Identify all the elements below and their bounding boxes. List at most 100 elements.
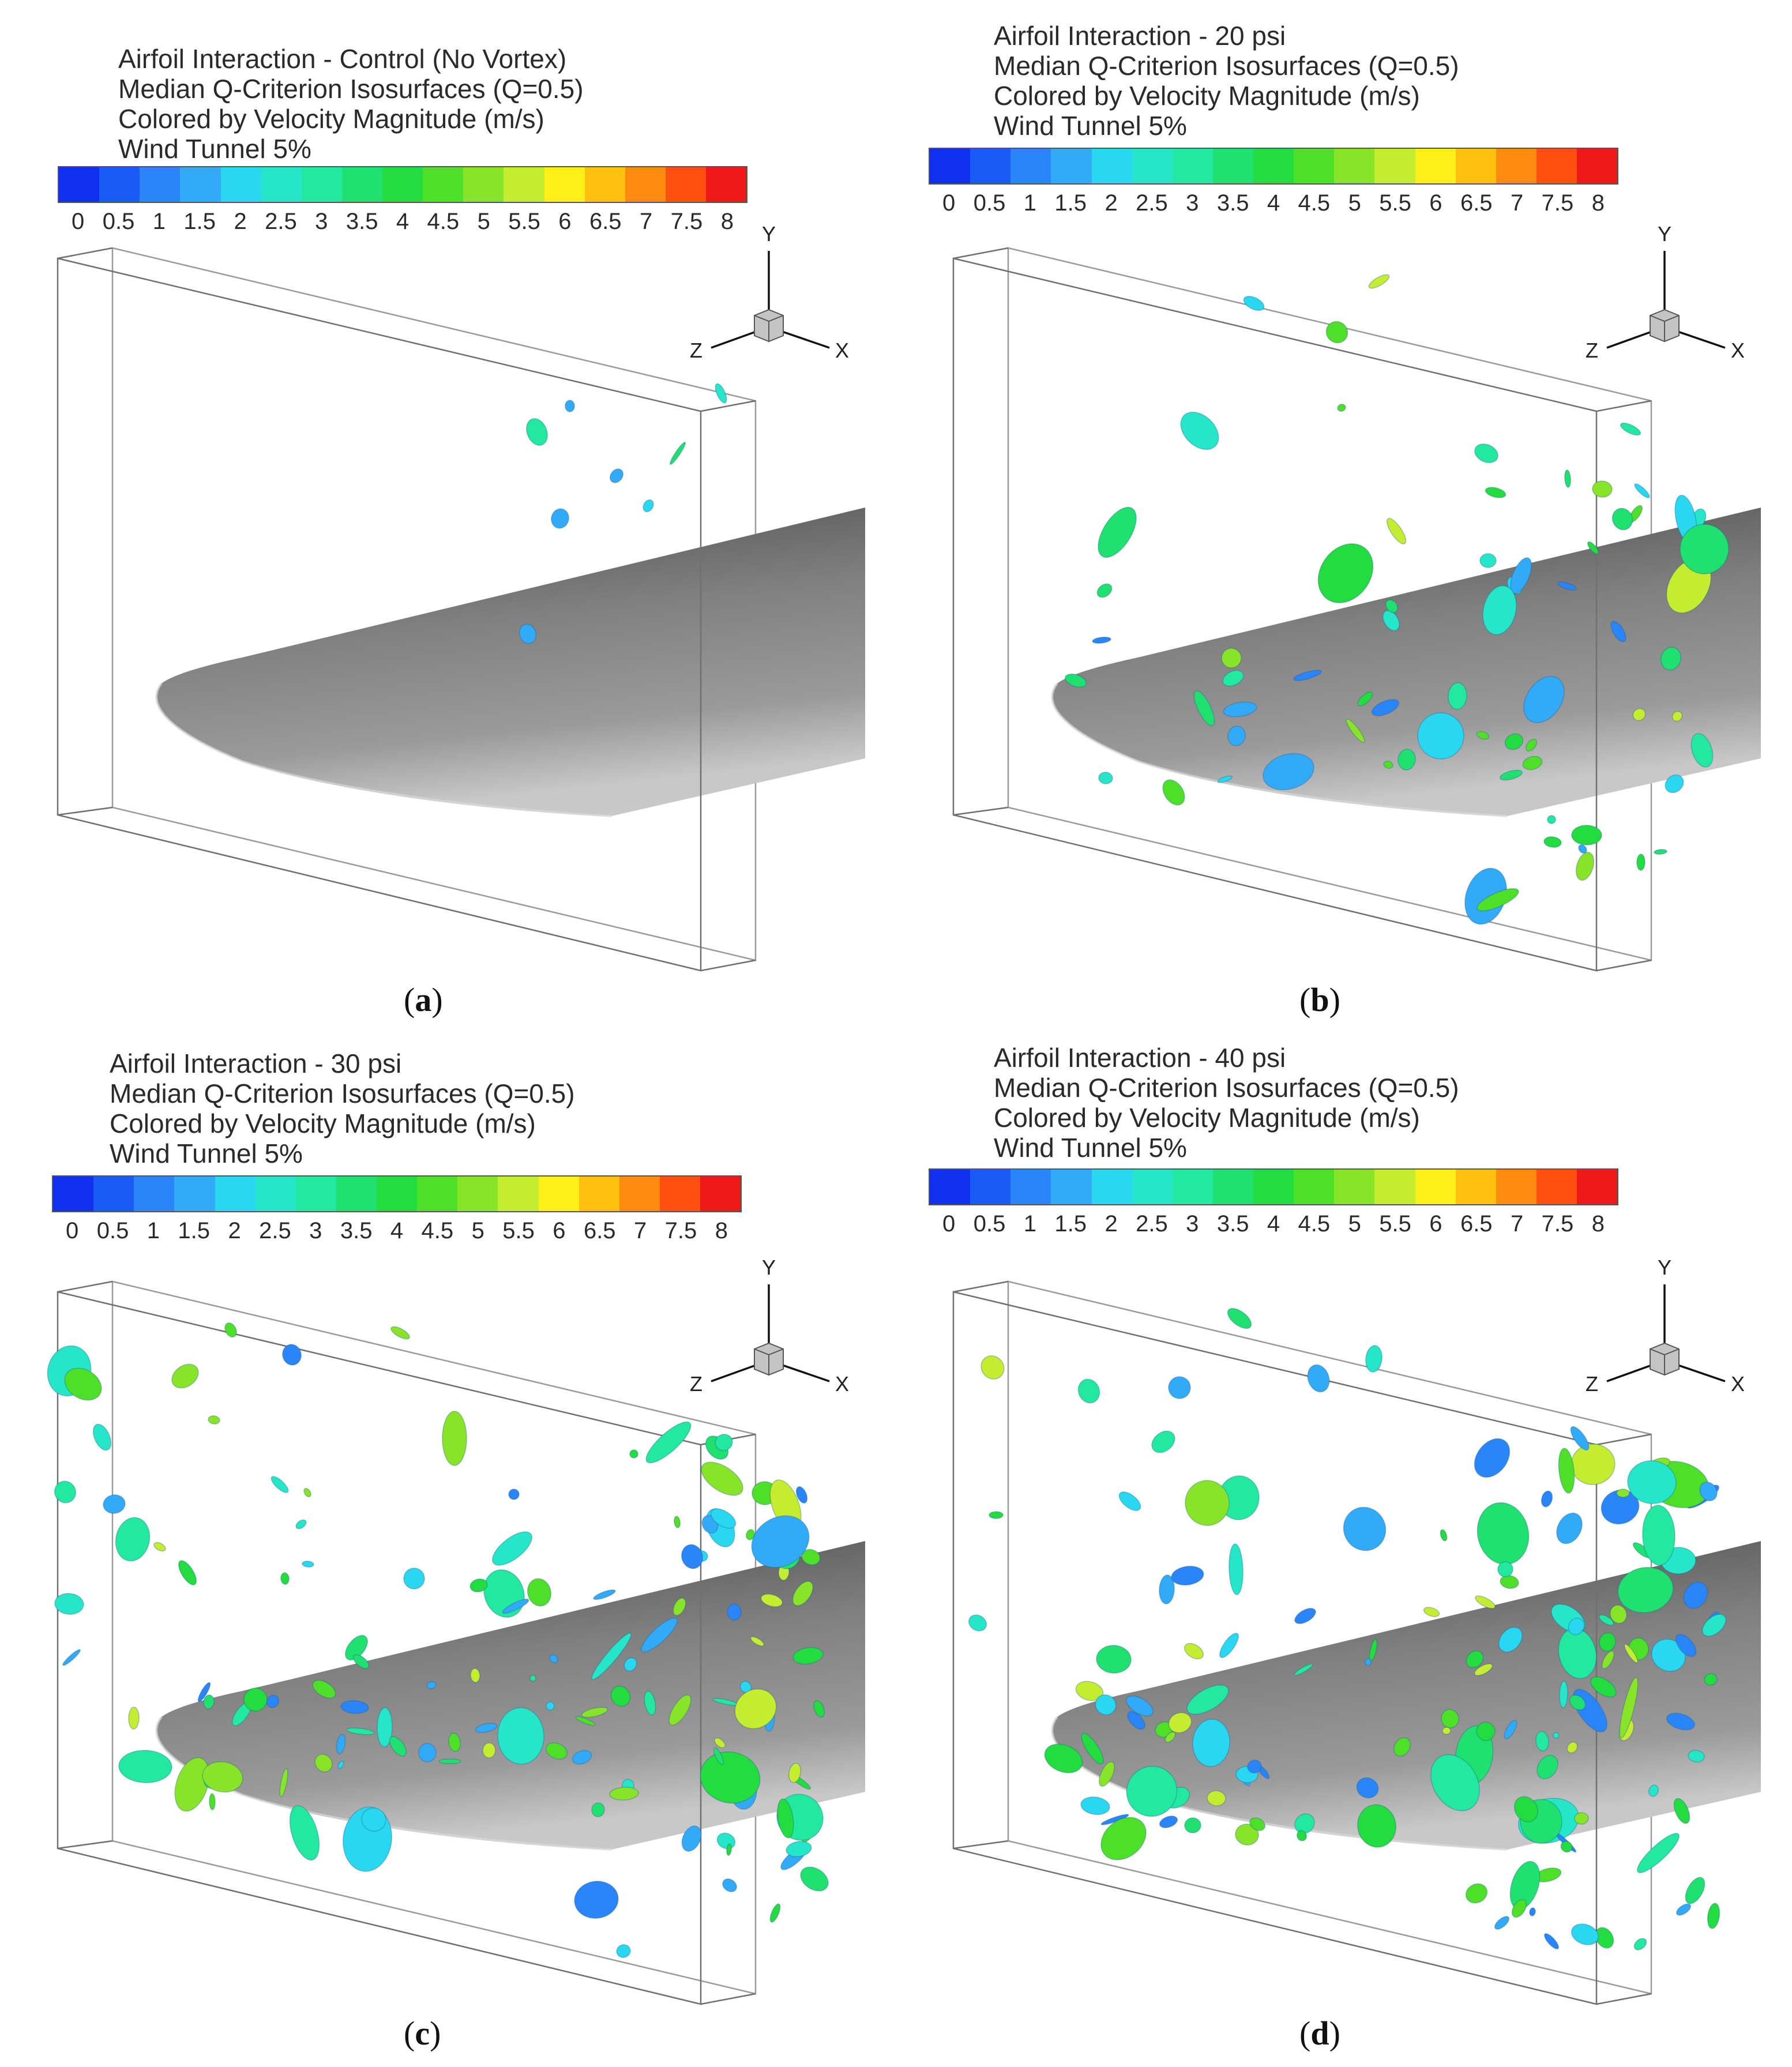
vortex-isosurface-blob (980, 1355, 1005, 1380)
vortex-isosurface-blob (1465, 1883, 1488, 1904)
vortex-isosurface-blob (1571, 1923, 1599, 1945)
axis-y-label: Y (762, 222, 776, 246)
colorbar-swatch (1091, 149, 1132, 183)
vortex-isosurface-blob (1544, 1933, 1559, 1950)
colorbar-tick-label: 1.5 (1054, 1211, 1087, 1237)
vortex-isosurface-blob (1690, 733, 1714, 768)
domain-box-edge (57, 806, 113, 816)
vortex-isosurface-blob (1294, 1813, 1315, 1834)
vortex-isosurface-blob (62, 1649, 81, 1666)
axis-y-label: Y (762, 1256, 776, 1279)
vortex-isosurface-blob (1221, 648, 1242, 668)
colorbar-tick-label: 4.5 (427, 209, 460, 234)
vortex-isosurface-blob (1397, 749, 1416, 771)
vortex-isosurface-blob (645, 1421, 692, 1464)
vortex-isosurface-blob (788, 1762, 802, 1783)
vortex-isosurface-blob (282, 1344, 302, 1366)
vortex-isosurface-blob (1386, 518, 1407, 544)
colorbar-swatch (1010, 149, 1051, 183)
vortex-isosurface-blob (581, 1707, 608, 1718)
colorbar-tick-label: 7 (1510, 1211, 1524, 1237)
colorbar-swatch (457, 1177, 498, 1211)
vortex-isosurface-blob (795, 1486, 808, 1504)
vortex-isosurface-blob (1553, 1732, 1560, 1739)
colorbar-tick-label: 6 (1429, 1211, 1442, 1237)
vortex-isosurface-blob (1632, 708, 1646, 721)
panel-d: Y X Z Airfoil Interaction - 40 psi Media… (896, 1034, 1791, 2067)
vortex-isosurface-blob (1675, 1634, 1697, 1657)
colorbar-swatch (504, 167, 544, 202)
vortex-isosurface-blob (54, 1593, 84, 1615)
axis-y-label: Y (1658, 222, 1671, 246)
vortex-isosurface-blob (1556, 1512, 1583, 1544)
vortex-isosurface-blob (1118, 1491, 1141, 1511)
colorbar-swatch (1577, 149, 1618, 183)
vortex-isosurface-blob (1474, 1663, 1493, 1676)
colorbar-tick-label: 6.5 (1460, 1211, 1493, 1237)
vortex-isosurface-blob (1525, 738, 1538, 752)
vortex-isosurface-blob (643, 499, 654, 513)
vortex-isosurface-blob (1151, 1430, 1175, 1453)
q-criterion-isosurfaces (1064, 274, 1729, 925)
airfoil-surface (156, 1541, 866, 1850)
vortex-isosurface-blob (118, 1750, 172, 1783)
vortex-isosurface-blob (64, 1367, 102, 1401)
colorbar-tick-label: 5.5 (1379, 190, 1411, 216)
vortex-isosurface-blob (1648, 1784, 1659, 1797)
axis-x-label: X (1731, 339, 1745, 362)
colorbar-swatch (99, 167, 140, 202)
colorbar-tick-label: 2.5 (265, 209, 297, 234)
vortex-isosurface-blob (178, 1560, 197, 1585)
colorbar-swatch (1132, 149, 1173, 183)
figure-canvas: Y X Z (952, 222, 1761, 972)
vortex-isosurface-blob (1227, 726, 1246, 746)
axis-z-label: Z (690, 1372, 702, 1396)
vortex-isosurface-blob (1673, 1798, 1690, 1824)
vortex-isosurface-blob (442, 1411, 467, 1466)
vortex-isosurface-blob (202, 1761, 243, 1793)
colorbar-swatch (1294, 149, 1335, 183)
vortex-isosurface-blob (716, 1832, 736, 1850)
vortex-isosurface-blob (551, 508, 569, 529)
vortex-isosurface-blob (1077, 1378, 1100, 1404)
colorbar-swatch (930, 149, 971, 183)
vortex-isosurface-blob (418, 1743, 437, 1762)
vortex-isosurface-blob (1168, 1376, 1191, 1399)
vortex-isosurface-blob (526, 418, 548, 446)
colorbar-tick-label: 3.5 (1216, 1211, 1249, 1237)
vortex-isosurface-blob (1159, 1816, 1178, 1828)
vortex-isosurface-blob (1227, 1307, 1252, 1329)
vortex-isosurface-blob (174, 1757, 210, 1812)
vortex-isosurface-blob (337, 1760, 344, 1769)
vortex-isosurface-blob (519, 623, 537, 644)
colorbar-ticks: 0 0.5 1 1.5 2 2.5 3 3.5 4 4.5 5 5.5 6 6.5 7 7.5 8 (929, 190, 1618, 219)
vortex-isosurface-blob (727, 1603, 742, 1621)
velocity-colorbar (58, 166, 747, 203)
colorbar-swatch (1374, 149, 1415, 183)
colorbar-tick-label: 7 (1510, 190, 1524, 216)
vortex-isosurface-blob (616, 1944, 631, 1958)
colorbar-tick-label: 5.5 (502, 1218, 535, 1243)
vortex-isosurface-blob (1346, 718, 1365, 743)
title-line-3: Colored by Velocity Magnitude (m/s) (110, 1108, 536, 1138)
vortex-isosurface-blob (1476, 1722, 1496, 1741)
vortex-isosurface-blob (700, 1751, 761, 1804)
vortex-isosurface-blob (1440, 1529, 1448, 1542)
vortex-isosurface-blob (1707, 1903, 1720, 1929)
colorbar-swatch (423, 167, 464, 202)
vortex-isosurface-blob (715, 1434, 733, 1451)
colorbar-tick-label: 8 (715, 1218, 728, 1243)
title-line-1: Airfoil Interaction - 20 psi (994, 21, 1286, 51)
vortex-isosurface-blob (314, 1754, 333, 1772)
vortex-isosurface-blob (492, 1531, 532, 1566)
colorbar-tick-label: 7.5 (1541, 190, 1574, 216)
vortex-isosurface-blob (1642, 1505, 1675, 1566)
colorbar-tick-label: 4.5 (1298, 1211, 1331, 1237)
colorbar-swatch (1172, 1170, 1213, 1204)
colorbar-swatch (1051, 1170, 1092, 1204)
title-line-4: Wind Tunnel 5% (994, 1133, 1187, 1163)
colorbar-tick-label: 3 (1186, 1211, 1199, 1237)
vortex-isosurface-blob (1441, 1709, 1459, 1728)
vortex-isosurface-blob (549, 1654, 558, 1663)
colorbar-tick-label: 4 (1267, 1211, 1280, 1237)
